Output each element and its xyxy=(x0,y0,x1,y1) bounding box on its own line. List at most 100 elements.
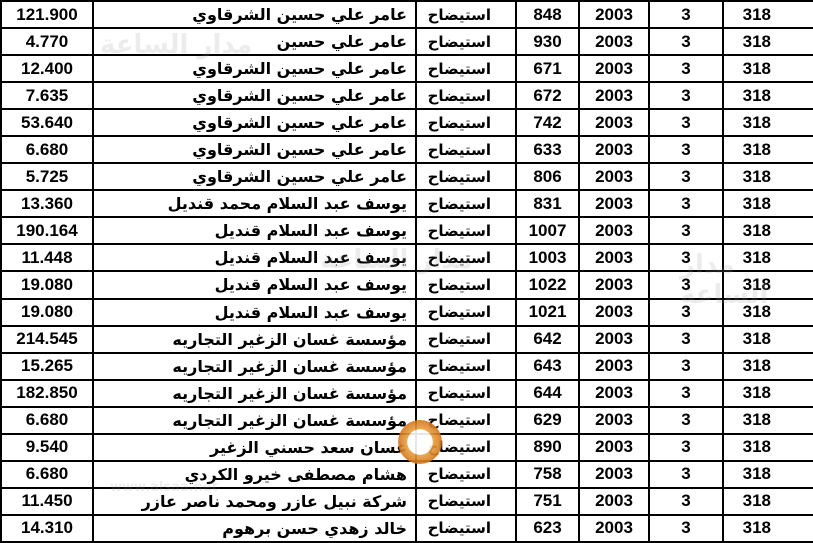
cell-type: استيضاح xyxy=(415,108,517,138)
cell-code: 3 xyxy=(648,459,724,489)
cell-type: استيضاح xyxy=(415,243,517,273)
cell-code: 3 xyxy=(648,405,724,435)
cell-section: 318 xyxy=(722,324,813,354)
cell-type: استيضاح xyxy=(415,351,517,381)
cell-amount: 53.640 xyxy=(0,108,94,138)
cell-year: 2003 xyxy=(578,108,650,138)
cell-year: 2003 xyxy=(578,0,650,30)
cell-section: 318 xyxy=(722,297,813,327)
cell-section: 318 xyxy=(722,108,813,138)
table-row: 15.265 مؤسسة غسان الزغير التجاريه استيضاح 6… xyxy=(0,351,813,381)
cell-amount: 12.400 xyxy=(0,54,94,84)
cell-section: 318 xyxy=(722,81,813,111)
cell-type: استيضاح xyxy=(415,378,517,408)
cell-section: 318 xyxy=(722,54,813,84)
cell-name: عامر علي حسين الشرقاوي xyxy=(92,0,417,30)
table-row: 6.680 مؤسسة غسان الزغير التجاريه استيضاح 62… xyxy=(0,405,813,435)
cell-number: 831 xyxy=(515,189,580,219)
cell-number: 1021 xyxy=(515,297,580,327)
cell-section: 318 xyxy=(722,378,813,408)
cell-name: عامر علي حسين xyxy=(92,27,417,57)
cell-amount: 121.900 xyxy=(0,0,94,30)
table-row: 9.540 غسان سعد حسني الزغير استيضاح 890 2003 3… xyxy=(0,432,813,462)
cell-code: 3 xyxy=(648,81,724,111)
table-row: 11.448 يوسف عبد السلام قنديل استيضاح 1003 20… xyxy=(0,243,813,273)
cell-section: 318 xyxy=(722,135,813,165)
table-row: 19.080 يوسف عبد السلام قنديل استيضاح 1022 20… xyxy=(0,270,813,300)
cell-section: 318 xyxy=(722,216,813,246)
cell-section: 318 xyxy=(722,513,813,543)
cell-type: استيضاح xyxy=(415,162,517,192)
cell-name: يوسف عبد السلام قنديل xyxy=(92,297,417,327)
cell-name: يوسف عبد السلام قنديل xyxy=(92,216,417,246)
cell-code: 3 xyxy=(648,513,724,543)
cell-type: استيضاح xyxy=(415,54,517,84)
cell-year: 2003 xyxy=(578,513,650,543)
cell-code: 3 xyxy=(648,270,724,300)
cell-number: 1022 xyxy=(515,270,580,300)
table-row: 190.164 يوسف عبد السلام قنديل استيضاح 1007 2… xyxy=(0,216,813,246)
cell-section: 318 xyxy=(722,27,813,57)
cell-number: 643 xyxy=(515,351,580,381)
cell-code: 3 xyxy=(648,216,724,246)
cell-section: 318 xyxy=(722,351,813,381)
cell-type: استيضاح xyxy=(415,27,517,57)
table-row: 13.360 يوسف عبد السلام محمد قنديل استيضاح 8… xyxy=(0,189,813,219)
cell-code: 3 xyxy=(648,378,724,408)
cell-number: 644 xyxy=(515,378,580,408)
cell-amount: 7.635 xyxy=(0,81,94,111)
cell-code: 3 xyxy=(648,27,724,57)
cell-name: شركة نبيل عازر ومحمد ناصر عازر xyxy=(92,486,417,516)
cell-amount: 9.540 xyxy=(0,432,94,462)
cell-amount: 6.680 xyxy=(0,459,94,489)
cell-number: 742 xyxy=(515,108,580,138)
cell-section: 318 xyxy=(722,162,813,192)
cell-amount: 19.080 xyxy=(0,270,94,300)
cell-number: 629 xyxy=(515,405,580,435)
cell-name: يوسف عبد السلام محمد قنديل xyxy=(92,189,417,219)
cell-code: 3 xyxy=(648,108,724,138)
cell-year: 2003 xyxy=(578,189,650,219)
cell-section: 318 xyxy=(722,459,813,489)
cell-amount: 11.450 xyxy=(0,486,94,516)
cell-name: عامر علي حسين الشرقاوي xyxy=(92,162,417,192)
cell-type: استيضاح xyxy=(415,270,517,300)
table-row: 6.680 هشام مصطفى خيرو الكردي استيضاح 758 200… xyxy=(0,459,813,489)
cell-amount: 14.310 xyxy=(0,513,94,543)
cell-year: 2003 xyxy=(578,54,650,84)
cell-type: استيضاح xyxy=(415,324,517,354)
table-row: 7.635 عامر علي حسين الشرقاوي استيضاح 672 200… xyxy=(0,81,813,111)
cell-number: 633 xyxy=(515,135,580,165)
cell-year: 2003 xyxy=(578,270,650,300)
cell-code: 3 xyxy=(648,135,724,165)
table-row: 4.770 عامر علي حسين استيضاح 930 2003 3 318 xyxy=(0,27,813,57)
cell-number: 758 xyxy=(515,459,580,489)
cell-name: هشام مصطفى خيرو الكردي xyxy=(92,459,417,489)
cell-year: 2003 xyxy=(578,243,650,273)
cell-number: 1007 xyxy=(515,216,580,246)
cell-amount: 190.164 xyxy=(0,216,94,246)
cell-year: 2003 xyxy=(578,432,650,462)
cell-year: 2003 xyxy=(578,216,650,246)
cell-name: عامر علي حسين الشرقاوي xyxy=(92,81,417,111)
cell-year: 2003 xyxy=(578,324,650,354)
cell-name: مؤسسة غسان الزغير التجاريه xyxy=(92,378,417,408)
cell-name: عامر علي حسين الشرقاوي xyxy=(92,108,417,138)
cell-name: عامر علي حسين الشرقاوي xyxy=(92,54,417,84)
cell-year: 2003 xyxy=(578,351,650,381)
cell-amount: 4.770 xyxy=(0,27,94,57)
cell-number: 671 xyxy=(515,54,580,84)
cell-name: مؤسسة غسان الزغير التجاريه xyxy=(92,324,417,354)
cell-number: 930 xyxy=(515,27,580,57)
cell-code: 3 xyxy=(648,351,724,381)
cell-code: 3 xyxy=(648,486,724,516)
cell-number: 623 xyxy=(515,513,580,543)
cell-year: 2003 xyxy=(578,405,650,435)
cell-code: 3 xyxy=(648,432,724,462)
table-row: 214.545 مؤسسة غسان الزغير التجاريه استيضاح… xyxy=(0,324,813,354)
cell-number: 751 xyxy=(515,486,580,516)
cell-amount: 5.725 xyxy=(0,162,94,192)
table-row: 12.400 عامر علي حسين الشرقاوي استيضاح 671 20… xyxy=(0,54,813,84)
cell-number: 1003 xyxy=(515,243,580,273)
